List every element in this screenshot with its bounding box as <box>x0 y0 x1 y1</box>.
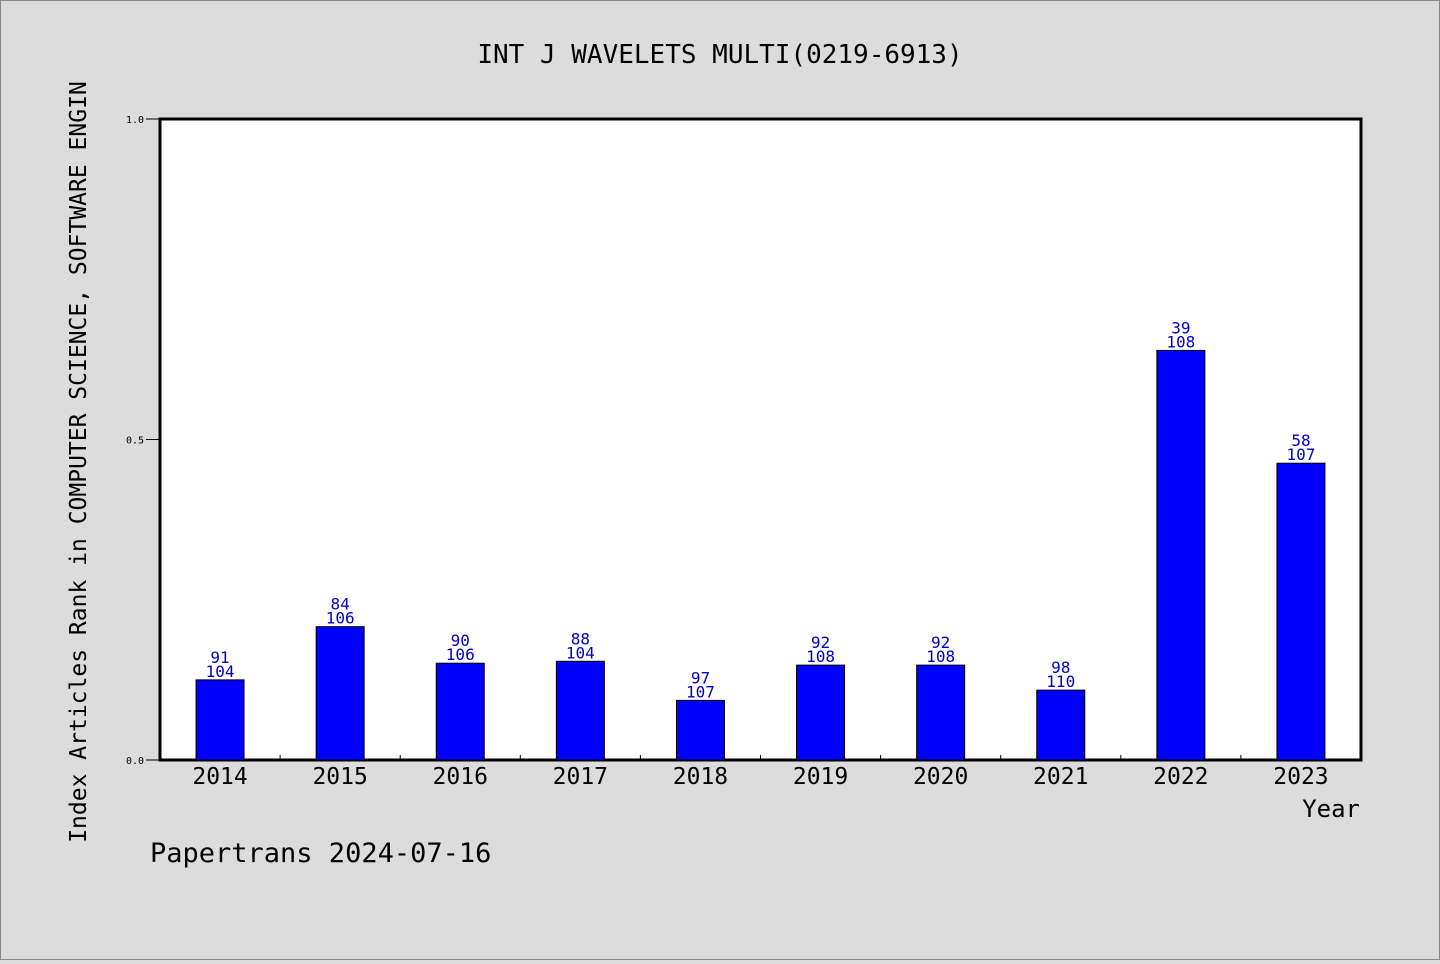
data-label-total: 108 <box>806 647 835 666</box>
data-label-rank: 91 <box>210 648 229 667</box>
x-tick-label: 2017 <box>553 764 608 790</box>
bar-2016 <box>435 662 485 761</box>
data-label-rank: 97 <box>691 668 710 687</box>
bar-group: 9110484106901068810497107921089210898110… <box>195 318 1326 761</box>
x-tick-label: 2020 <box>913 764 968 790</box>
bar-2015 <box>315 626 365 761</box>
data-label-rank: 92 <box>931 633 950 652</box>
bar-2023 <box>1276 462 1326 761</box>
y-tick-label: 0.0 <box>126 756 144 767</box>
data-label-rank: 98 <box>1051 658 1070 677</box>
data-label-total: 107 <box>686 682 715 701</box>
data-label-total: 107 <box>1286 445 1315 464</box>
data-label-rank: 92 <box>811 633 830 652</box>
chart-title: INT J WAVELETS MULTI(0219-6913) <box>477 40 962 70</box>
axes-group: 2014 2015 2016 2017 2018 2019 2020 2021 2022 2023… <box>126 115 1329 790</box>
y-tick-label: 0.5 <box>126 436 144 447</box>
bar-2018 <box>675 699 725 761</box>
y-axis-label: Index Articles Rank in COMPUTER SCIENCE,… <box>66 81 92 843</box>
bar-2020 <box>916 664 966 761</box>
data-label-rank: 88 <box>571 629 590 648</box>
bar-2014 <box>195 679 245 761</box>
data-label-rank: 90 <box>451 631 470 650</box>
data-label-total: 106 <box>326 609 355 628</box>
bar-2017 <box>555 660 605 761</box>
x-tick-label: 2016 <box>433 764 488 790</box>
bar-2022 <box>1156 349 1206 761</box>
data-label-total: 106 <box>446 645 475 664</box>
x-tick-label: 2022 <box>1153 764 1208 790</box>
footer-credit: Papertrans 2024-07-16 <box>150 838 491 869</box>
bar-2021 <box>1036 689 1086 761</box>
data-label-total: 108 <box>926 647 955 666</box>
x-tick-label: 2019 <box>793 764 848 790</box>
x-tick-label: 2018 <box>673 764 728 790</box>
data-label-total: 108 <box>1166 332 1195 351</box>
data-label-rank: 84 <box>331 595 350 614</box>
x-tick-label: 2015 <box>312 764 367 790</box>
x-tick-label: 2023 <box>1273 764 1328 790</box>
bar-2019 <box>796 664 846 761</box>
data-label-rank: 39 <box>1171 318 1190 337</box>
y-tick-label: 1.0 <box>126 115 144 126</box>
x-tick-label: 2014 <box>192 764 247 790</box>
data-label-rank: 58 <box>1291 431 1310 450</box>
data-label-total: 104 <box>206 662 235 681</box>
data-label-total: 110 <box>1046 672 1075 691</box>
x-axis-label: Year <box>1302 795 1360 823</box>
x-tick-label: 2021 <box>1033 764 1088 790</box>
data-label-total: 104 <box>566 643 595 662</box>
